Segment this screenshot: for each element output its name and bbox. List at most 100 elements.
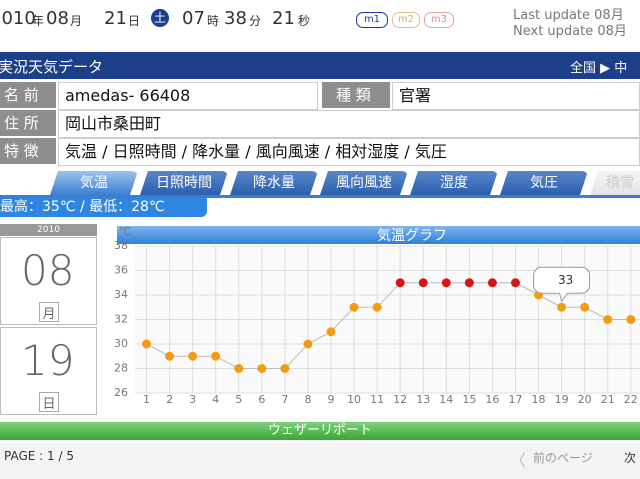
x-tick-label: 20: [578, 393, 592, 406]
x-tick-label: 15: [462, 393, 476, 406]
point: [603, 315, 613, 324]
info-value: 官署: [392, 82, 640, 110]
summary: 最高：35℃ / 最低：28℃: [0, 198, 207, 217]
x-tick-label: 16: [485, 393, 499, 406]
prev-arrow: 〈: [510, 451, 527, 470]
report-bar[interactable]: ウェザーリポート: [0, 422, 640, 440]
unit: 月: [70, 14, 83, 28]
x-tick-label: 18: [532, 393, 546, 406]
y-tick-label: 28: [114, 362, 128, 375]
mode-button[interactable]: m2: [392, 12, 420, 28]
point: [487, 278, 497, 288]
point: [257, 364, 267, 373]
calendar-day-box: 19 日: [0, 327, 97, 415]
unit: 分: [249, 14, 262, 28]
year: 2010: [0, 8, 36, 29]
next-page[interactable]: 次: [624, 451, 637, 465]
info-label: 種 類: [322, 82, 390, 108]
mode-button[interactable]: m3: [424, 12, 454, 28]
point: [372, 302, 382, 312]
y-tick-label: 32: [114, 313, 128, 326]
tab[interactable]: 降水量: [230, 171, 318, 195]
point: [441, 278, 451, 288]
x-tick-label: 12: [393, 393, 407, 406]
calendar-day-unit: 日: [39, 392, 59, 412]
y-tick-label: 26: [114, 386, 128, 399]
month: 08: [46, 8, 69, 29]
calendar-month-unit: 月: [39, 302, 59, 322]
tab-active[interactable]: 気温: [50, 171, 138, 195]
minute: 38: [224, 8, 247, 29]
mode-button[interactable]: m1: [356, 12, 388, 28]
point: [326, 327, 336, 337]
y-tick-label: 36: [114, 264, 128, 277]
point: [280, 364, 290, 373]
x-tick-label: 8: [304, 393, 311, 406]
callout-label: 33: [558, 273, 573, 287]
x-tick-label: 1: [143, 393, 150, 406]
unit: 年: [32, 14, 45, 28]
footer: PAGE : 1 / 5 〈 前のページ 次: [0, 443, 640, 479]
info-value: amedas- 66408: [58, 82, 318, 110]
point: [165, 351, 175, 361]
tab[interactable]: 風向風速: [320, 171, 408, 195]
info-value: 気温 / 日照時間 / 降水量 / 風向風速 / 相対湿度 / 気圧: [58, 138, 640, 166]
x-tick-label: 6: [258, 393, 265, 406]
x-tick-label: 4: [212, 393, 219, 406]
point: [349, 302, 359, 312]
x-tick-label: 14: [439, 393, 453, 406]
point: [234, 364, 244, 373]
chart-title: 気温グラフ: [377, 228, 447, 244]
weekday: 土: [151, 9, 169, 27]
header-nav[interactable]: 全国 ▶ 中: [570, 61, 628, 76]
hour: 07: [182, 8, 205, 29]
point: [211, 351, 221, 361]
tab-disabled: 積雪: [590, 171, 640, 195]
point: [557, 302, 567, 312]
x-tick-label: 17: [508, 393, 522, 406]
x-tick-label: 22: [624, 393, 638, 406]
next-update: Next update 08月: [513, 24, 627, 39]
calendar-year: 2010: [0, 224, 97, 236]
calendar-day: 19: [21, 336, 75, 385]
y-unit: ℃: [119, 225, 131, 238]
calendar-month: 08: [21, 246, 75, 295]
point: [418, 278, 428, 288]
x-tick-label: 13: [416, 393, 430, 406]
header-bar: 実況天気データ 全国 ▶ 中: [0, 52, 640, 79]
calendar-month-box: 08 月: [0, 237, 97, 325]
info-label: 特 徴: [0, 138, 56, 164]
y-tick-label: 38: [114, 239, 128, 252]
tab[interactable]: 日照時間: [140, 171, 228, 195]
x-tick-label: 7: [281, 393, 288, 406]
tab-strip: [0, 195, 640, 198]
unit: 秒: [298, 14, 311, 28]
second: 21: [272, 8, 295, 29]
x-tick-label: 10: [347, 393, 361, 406]
y-tick-label: 30: [114, 337, 128, 350]
x-tick-label: 2: [166, 393, 173, 406]
point: [303, 339, 313, 349]
x-tick-label: 19: [555, 393, 569, 406]
point: [626, 315, 636, 324]
x-tick-label: 21: [601, 393, 615, 406]
day: 21: [104, 8, 127, 29]
point: [188, 351, 198, 361]
unit: 日: [128, 14, 141, 28]
header-title: 実況天気データ: [0, 58, 104, 76]
point: [580, 302, 590, 312]
unit: 時: [207, 14, 220, 28]
last-update: Last update 08月: [513, 8, 624, 23]
x-tick-label: 5: [235, 393, 242, 406]
callout: [533, 266, 591, 303]
prev-page[interactable]: 前のページ: [533, 451, 593, 465]
tab[interactable]: 湿度: [410, 171, 498, 195]
line: [146, 282, 631, 369]
point: [510, 278, 520, 288]
info-value: 岡山市桑田町: [58, 110, 640, 138]
tab[interactable]: 気圧: [500, 171, 588, 195]
x-tick-label: 11: [370, 393, 384, 406]
point: [142, 339, 152, 349]
